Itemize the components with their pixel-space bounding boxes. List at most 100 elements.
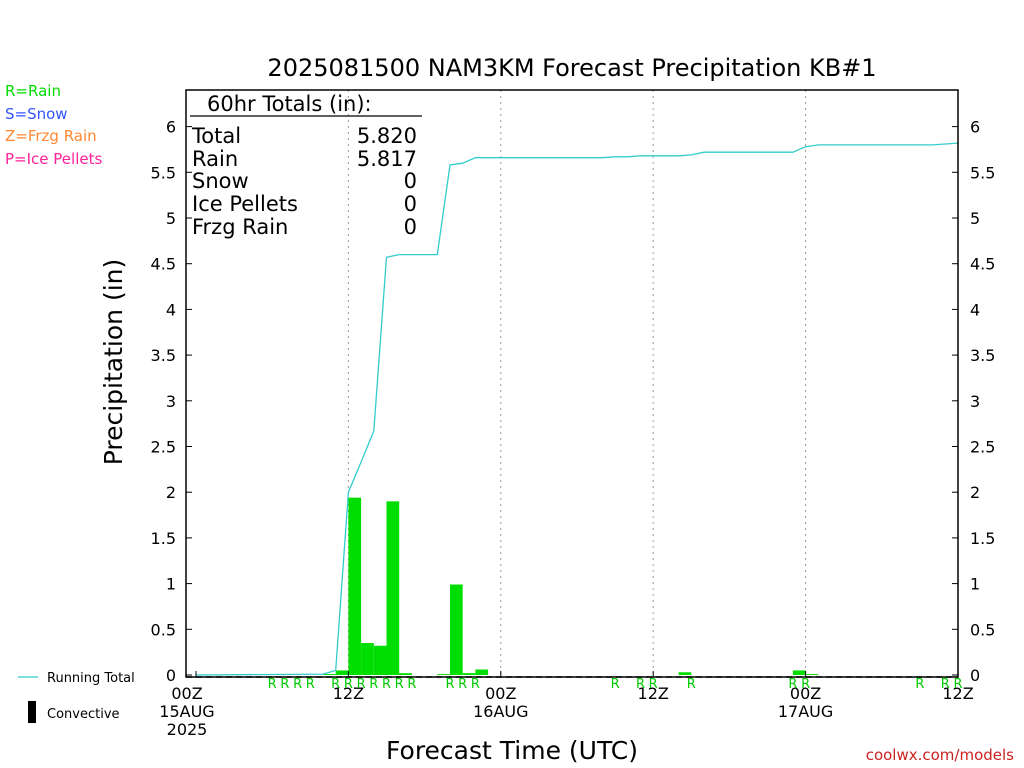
y-tick-label-left: 2 (166, 483, 176, 502)
y-tick-label-right: 1 (970, 575, 980, 594)
y-axis-right: 0 0.5 1 1.5 2 2.5 3 3.5 4 4.5 5 5.5 6 (952, 118, 995, 685)
x-tick-label: 15AUG (159, 702, 214, 721)
precip-bar (361, 643, 374, 675)
y-tick-label-right: 0 (970, 666, 980, 685)
y-tick-label-right: 4 (970, 300, 980, 319)
totals-label-rain: Rain (192, 147, 238, 171)
ptype-legend-snow: S=Snow (5, 105, 68, 123)
y-axis-left: 0 0.5 1 1.5 2 2.5 3 3.5 4 4.5 5 5.5 6 (151, 118, 192, 685)
y-tick-label-right: 2.5 (970, 438, 995, 457)
precip-bar (437, 674, 450, 675)
x-tick-label: 12Z (942, 684, 973, 703)
ptype-marker: R (382, 677, 391, 692)
y-tick-label-left: 1.5 (151, 529, 176, 548)
x-tick-label: 00Z (171, 684, 202, 703)
plot-frame (185, 89, 959, 678)
y-tick-label-left: 1 (166, 575, 176, 594)
precip-bar (399, 673, 412, 675)
precip-bar (678, 672, 692, 675)
precip-bar (475, 669, 489, 675)
ptype-marker: R (293, 677, 302, 692)
ptype-marker: R (306, 677, 315, 692)
totals-value-frzg-rain: 0 (404, 215, 417, 239)
y-tick-label-right: 0.5 (970, 620, 995, 639)
y-tick-label-right: 6 (970, 118, 980, 137)
ptype-marker: R (458, 677, 467, 692)
ptype-legend-frzg-rain: Z=Frzg Rain (5, 127, 97, 145)
totals-label-total: Total (191, 124, 241, 148)
x-tick-label: 12Z (638, 684, 669, 703)
y-tick-label-left: 5.5 (151, 163, 176, 182)
precip-bar (805, 674, 819, 675)
ptype-marker: R (268, 677, 277, 692)
x-tick-label: 00Z (790, 684, 821, 703)
x-tick-label: 12Z (333, 684, 364, 703)
x-tick-label: 2025 (167, 720, 208, 739)
x-tick-label: 17AUG (778, 702, 833, 721)
precip-bar (462, 673, 476, 675)
y-tick-label-left: 0 (166, 666, 176, 685)
totals-label-frzg-rain: Frzg Rain (192, 215, 288, 239)
ptype-marker: R (801, 677, 810, 692)
precip-bar (373, 645, 387, 675)
y-tick-label-left: 6 (166, 118, 176, 137)
ptype-marker: R (953, 677, 962, 692)
ptype-marker: R (941, 677, 950, 692)
precip-bar (386, 501, 400, 675)
totals-box: 60hr Totals (in): Total 5.820 Rain 5.817… (190, 92, 422, 239)
ptype-legend-ice-pellets: P=Ice Pellets (5, 150, 102, 168)
totals-header: 60hr Totals (in): (207, 92, 372, 116)
series-legend: Running Total Convective (18, 671, 135, 723)
convective-legend-label: Convective (47, 707, 120, 722)
ptype-marker: R (915, 677, 924, 692)
y-tick-label-right: 1.5 (970, 529, 995, 548)
ptype-marker: R (636, 677, 645, 692)
convective-legend-swatch (28, 701, 36, 723)
y-tick-label-left: 0.5 (151, 620, 176, 639)
ptype-marker: R (331, 677, 340, 692)
y-tick-label-right: 3 (970, 392, 980, 411)
totals-value-snow: 0 (404, 169, 417, 193)
ptype-marker: R (395, 677, 404, 692)
y-tick-label-right: 3.5 (970, 346, 995, 365)
y-tick-label-right: 5 (970, 209, 980, 228)
ptype-marker: R (687, 677, 696, 692)
running-total-legend-label: Running Total (47, 671, 135, 686)
ptype-marker: R (369, 677, 378, 692)
source-credit: coolwx.com/models (866, 746, 1014, 764)
ptype-marker: R (649, 677, 658, 692)
y-tick-label-right: 5.5 (970, 163, 995, 182)
y-tick-label-right: 2 (970, 483, 980, 502)
totals-value-ice-pellets: 0 (404, 192, 417, 216)
x-tick-label: 16AUG (473, 702, 528, 721)
y-axis-label: Precipitation (in) (99, 259, 128, 466)
precip-bar (323, 674, 336, 675)
running-total-line (195, 142, 959, 676)
y-tick-label-left: 5 (166, 209, 176, 228)
y-tick-label-left: 3 (166, 392, 176, 411)
ptype-marker: R (357, 677, 366, 692)
chart-title: 2025081500 NAM3KM Forecast Precipitation… (267, 54, 876, 82)
y-tick-label-left: 4.5 (151, 255, 176, 274)
precip-bar (348, 497, 362, 675)
precip-bar (335, 670, 349, 675)
x-axis-label: Forecast Time (UTC) (386, 736, 638, 765)
y-tick-label-left: 2.5 (151, 438, 176, 457)
ptype-marker: R (407, 677, 416, 692)
totals-value-total: 5.820 (357, 124, 417, 148)
ptype-marker: R (445, 677, 454, 692)
ptype-marker: R (471, 677, 480, 692)
y-tick-label-right: 4.5 (970, 255, 995, 274)
ptype-marker: R (788, 677, 797, 692)
totals-label-snow: Snow (192, 169, 249, 193)
ptype-marker: R (611, 677, 620, 692)
totals-value-rain: 5.817 (357, 147, 417, 171)
x-tick-label: 00Z (485, 684, 516, 703)
y-tick-label-left: 3.5 (151, 346, 176, 365)
ptype-marker: R (280, 677, 289, 692)
rain-bars (323, 497, 819, 675)
ptype-legend: R=Rain S=Snow Z=Frzg Rain P=Ice Pellets (5, 82, 102, 168)
